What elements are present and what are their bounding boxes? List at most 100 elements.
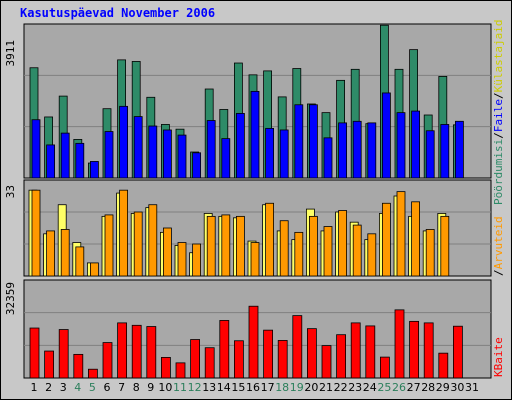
visits-bars [29, 24, 464, 179]
legend-entry-prdumisi: Pöördumisi [492, 139, 505, 205]
kbytes-bar [350, 322, 361, 379]
legend-entry-arvuteid: Arvuteid [492, 216, 505, 269]
kbytes-bar [248, 305, 259, 379]
visits-bar-front [308, 104, 318, 179]
visits-bar-front [162, 129, 172, 179]
legend-kbytes: KBaite [492, 337, 505, 377]
day-label: 6 [104, 381, 111, 394]
visits-bar-front [221, 138, 231, 179]
legend-text: /Arvuteid [492, 216, 505, 276]
visits-bar-front [338, 122, 348, 179]
day-label: 1 [31, 381, 38, 394]
y-axis-max-label: 33 [4, 185, 17, 198]
day-axis-labels: 1 2 3 4 5 6 7 8 9 10 11 12 13 14 15 16 17 18 19 20 21 22 23 24 2… [31, 381, 480, 394]
kbytes-bar [438, 352, 449, 379]
kbytes-bar [219, 320, 230, 379]
legend-entry-: / [492, 269, 505, 276]
kbytes-bar [175, 362, 186, 379]
visits-bar-front [323, 137, 333, 179]
day-label: 24 [363, 381, 377, 394]
visits-bar-front [60, 132, 70, 179]
day-label: 14 [217, 381, 231, 394]
hits-bar-front [46, 230, 55, 277]
kbytes-bar [146, 326, 157, 379]
kbytes-bar [29, 327, 40, 379]
day-label: 21 [319, 381, 333, 394]
hits-bar-front [425, 229, 435, 277]
hits-bar-front [367, 233, 377, 277]
hits-bar-front [440, 215, 450, 277]
kbytes-bar [292, 315, 303, 379]
day-label: 22 [334, 381, 348, 394]
day-label: 5 [89, 381, 96, 394]
hits-bar-front [104, 214, 114, 277]
visits-bar-front [104, 131, 114, 179]
hits-bar-front [323, 226, 333, 277]
legend-text: Pöördumisi/Faile/Külastajaid [492, 20, 505, 205]
hits-bar-front [250, 242, 260, 277]
visits-bar-front [31, 119, 41, 179]
visits-bar-front [454, 120, 464, 179]
kbytes-bar [379, 356, 390, 379]
visits-bar-front [367, 122, 377, 179]
visits-bar-front [265, 127, 275, 179]
legend-hits-files: /Arvuteid [492, 216, 505, 276]
visits-bar-front [119, 105, 128, 179]
day-label: 12 [188, 381, 202, 394]
visits-bar-front [75, 142, 85, 179]
hits-bar-front [133, 211, 143, 277]
day-label: 16 [246, 381, 260, 394]
day-label: 13 [202, 381, 216, 394]
visits-bar-front [440, 124, 450, 179]
hits-bar-front [177, 242, 187, 277]
hits-bar-front [352, 224, 362, 277]
kbytes-bar [58, 329, 69, 379]
legend-entry-faile: Faile [492, 99, 505, 132]
legend-entry-klastajaid: Külastajaid [492, 20, 505, 93]
hits-bar-front [162, 227, 172, 277]
legend-visits-pages-files: Pöördumisi/Faile/Külastajaid [492, 20, 505, 205]
hits-bar-front [192, 243, 202, 277]
visits-bar-front [294, 104, 304, 179]
visits-bar-front [90, 161, 99, 179]
day-label: 3 [60, 381, 67, 394]
day-label: 10 [158, 381, 172, 394]
visits-bar-front [396, 112, 406, 179]
legend-entry-: / [492, 132, 505, 139]
visits-bar-front [133, 116, 143, 179]
kbytes-bar [73, 353, 84, 379]
visits-bar-front [148, 125, 158, 179]
visits-bar-front [411, 110, 421, 179]
visits-bar-front [235, 113, 245, 179]
hits-bar-front [411, 201, 421, 277]
kbytes-bar [204, 347, 215, 379]
day-label: 28 [421, 381, 435, 394]
y-axis-max-label: 32359 [4, 282, 17, 315]
day-label: 31 [465, 381, 479, 394]
visits-bar-front [250, 90, 260, 179]
kbytes-bar [102, 342, 113, 379]
day-label: 17 [261, 381, 275, 394]
kbytes-bar [409, 320, 420, 379]
hits-bar-front [381, 202, 391, 277]
kbytes-bar [233, 340, 244, 379]
kbytes-bar [190, 339, 201, 379]
kbytes-bar [452, 325, 463, 379]
kbytes-bar [117, 322, 127, 379]
hits-bars [28, 189, 450, 277]
hits-bar-front [148, 204, 158, 277]
day-label: 2 [45, 381, 52, 394]
kbytes-bar [277, 340, 288, 379]
visits-bar-front [425, 130, 435, 179]
kbytes-bar [263, 329, 274, 379]
legend-text: KBaite [492, 337, 505, 377]
hits-bar-front [119, 189, 128, 277]
kbytes-bar [336, 334, 347, 379]
hits-bar-front [294, 231, 304, 277]
hits-bar-front [75, 246, 85, 277]
day-label: 25 [377, 381, 391, 394]
visits-bar-front [279, 129, 289, 179]
hits-bar-front [308, 215, 318, 277]
